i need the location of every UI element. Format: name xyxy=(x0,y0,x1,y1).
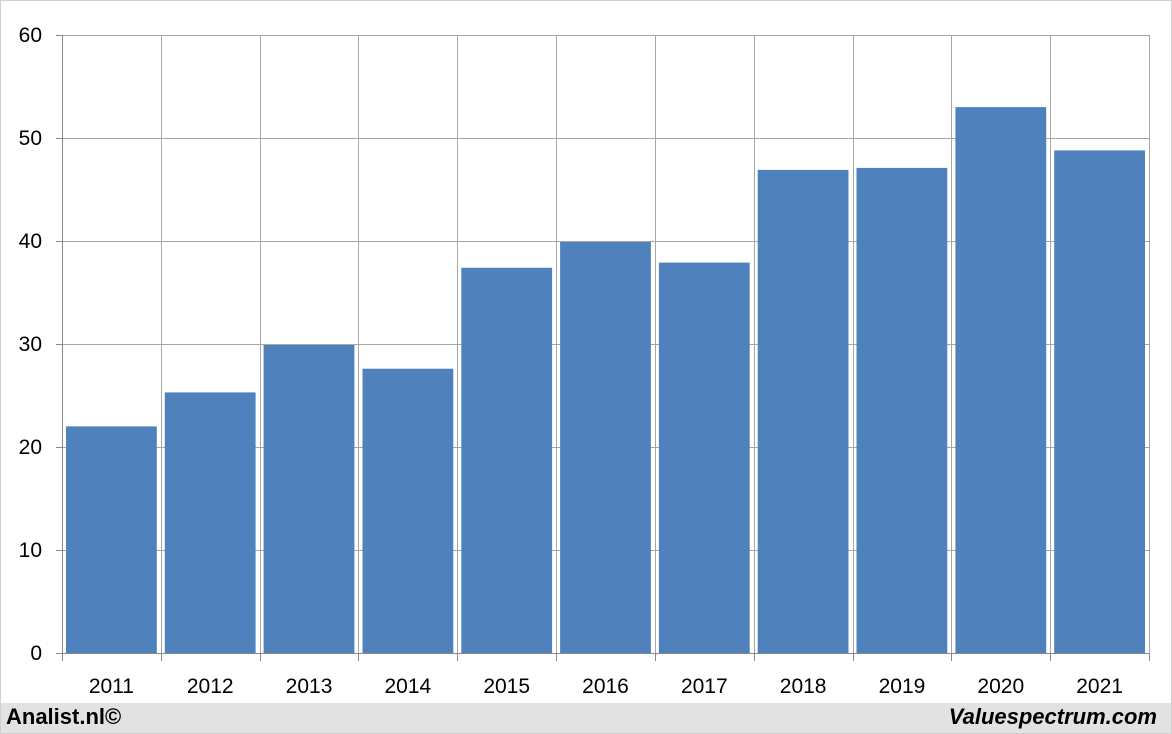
axes xyxy=(56,35,1150,661)
bar-2014 xyxy=(362,368,454,653)
bar-2020 xyxy=(955,107,1047,654)
x-tick-label: 2016 xyxy=(582,675,629,698)
bar-2016 xyxy=(560,242,651,653)
y-tick-label: 20 xyxy=(19,436,42,459)
y-tick-label: 50 xyxy=(19,127,42,150)
bar-2015 xyxy=(461,267,553,653)
y-tick-label: 10 xyxy=(19,539,42,562)
y-tick-label: 30 xyxy=(19,333,42,356)
grid-lines xyxy=(62,35,1150,653)
source-credit-right: Valuespectrum.com xyxy=(948,704,1157,729)
y-tick-label: 0 xyxy=(30,642,42,665)
bar-2019 xyxy=(856,167,948,653)
y-tick-labels: 0 10 20 30 40 50 60 xyxy=(19,24,42,665)
x-tick-label: 2021 xyxy=(1076,675,1123,698)
bar-2012 xyxy=(164,392,256,653)
bar-2011 xyxy=(66,426,157,653)
y-tick-label: 40 xyxy=(19,230,42,253)
x-tick-labels: 2011 2012 2013 2014 2015 2016 2017 2018 2019 2020… xyxy=(89,675,1123,698)
x-tick-label: 2020 xyxy=(977,675,1024,698)
bar-2013 xyxy=(263,345,355,653)
x-tick-label: 2017 xyxy=(681,675,728,698)
footer-bar: Analist.nl© Valuespectrum.com xyxy=(1,703,1171,733)
bar-2021 xyxy=(1054,150,1145,653)
bars xyxy=(66,107,1145,654)
x-tick-label: 2012 xyxy=(187,675,234,698)
x-tick-label: 2018 xyxy=(780,675,827,698)
bar-2018 xyxy=(757,169,849,653)
source-credit-left: Analist.nl© xyxy=(6,704,122,729)
x-tick-label: 2015 xyxy=(483,675,530,698)
bar-2017 xyxy=(658,262,750,653)
x-tick-label: 2014 xyxy=(385,675,432,698)
x-tick-label: 2019 xyxy=(879,675,926,698)
x-tick-label: 2013 xyxy=(286,675,333,698)
y-tick-label: 60 xyxy=(19,24,42,47)
x-tick-label: 2011 xyxy=(89,675,134,698)
